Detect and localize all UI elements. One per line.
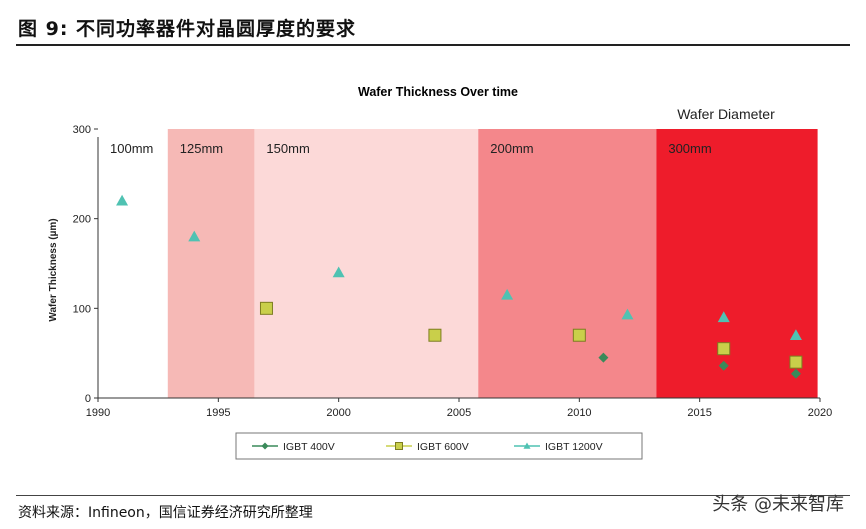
point-diamond-0-0 (598, 352, 609, 363)
x-tick-label-2005: 2005 (447, 407, 471, 419)
x-tick-label-2020: 2020 (808, 407, 832, 419)
point-triangle-2-1 (188, 230, 201, 242)
data-points (116, 194, 803, 379)
legend: IGBT 400V IGBT 600V IGBT 1200V (235, 432, 643, 460)
point-triangle-2-4 (621, 308, 634, 320)
point-diamond-0-2 (790, 368, 801, 379)
point-square-1-1 (428, 328, 442, 342)
region-label-3: 200mm (490, 141, 533, 156)
point-triangle-2-0 (116, 194, 129, 206)
region-band-2 (254, 129, 479, 398)
x-tick-label-1995: 1995 (206, 407, 230, 419)
watermark: 头条 @未来智库 (712, 494, 844, 515)
top-rule (16, 44, 850, 46)
y-axis-label: Wafer Thickness (µm) (48, 218, 59, 321)
legend-label-0: IGBT 400V (283, 441, 335, 453)
wafer-diameter-title: Wafer Diameter (677, 106, 775, 122)
legend-marker-2 (523, 442, 531, 449)
region-band-0 (98, 129, 168, 398)
point-triangle-2-3 (501, 288, 514, 300)
wafer-thickness-chart: 100mm 125mm 150mm 200mm 300mm 1990 1995 2000 20… (48, 85, 833, 460)
region-label-1: 125mm (180, 141, 223, 156)
y-tick-label-200: 200 (73, 214, 91, 226)
legend-label-1: IGBT 600V (417, 441, 469, 453)
region-label-0: 100mm (110, 141, 153, 156)
x-tick-label-1990: 1990 (86, 407, 110, 419)
legend-marker-0 (261, 442, 269, 450)
region-band-1 (167, 129, 255, 398)
point-square-1-4 (789, 355, 803, 369)
point-square-1-2 (572, 328, 586, 342)
legend-label-2: IGBT 1200V (545, 441, 603, 453)
axes: 1990 1995 2000 2005 2010 2015 2020 0 100 200 300 (73, 124, 833, 419)
figure-title: 图 9: 不同功率器件对晶圆厚度的要求 (18, 18, 357, 40)
y-tick-label-100: 100 (73, 303, 91, 315)
source-note: 资料来源：Infineon，国信证券经济研究所整理 (18, 505, 313, 521)
point-diamond-0-1 (718, 360, 729, 371)
region-band-3 (478, 129, 657, 398)
bottom-rule (16, 495, 850, 496)
y-tick-label-300: 300 (73, 124, 91, 136)
x-tick-label-2000: 2000 (326, 407, 350, 419)
point-triangle-2-5 (717, 311, 730, 323)
point-triangle-2-6 (789, 329, 802, 341)
region-label-4: 300mm (668, 141, 711, 156)
diameter-regions: 100mm 125mm 150mm 200mm 300mm (98, 129, 818, 398)
x-tick-label-2010: 2010 (567, 407, 591, 419)
region-band-4 (656, 129, 818, 398)
chart-title: Wafer Thickness Over time (358, 85, 518, 99)
legend-box (235, 432, 643, 460)
point-triangle-2-2 (332, 266, 345, 278)
x-tick-label-2015: 2015 (687, 407, 711, 419)
point-square-1-3 (717, 342, 731, 356)
y-tick-label-0: 0 (85, 393, 91, 405)
region-label-2: 150mm (266, 141, 309, 156)
legend-marker-1 (395, 442, 403, 450)
point-square-1-0 (259, 301, 273, 315)
